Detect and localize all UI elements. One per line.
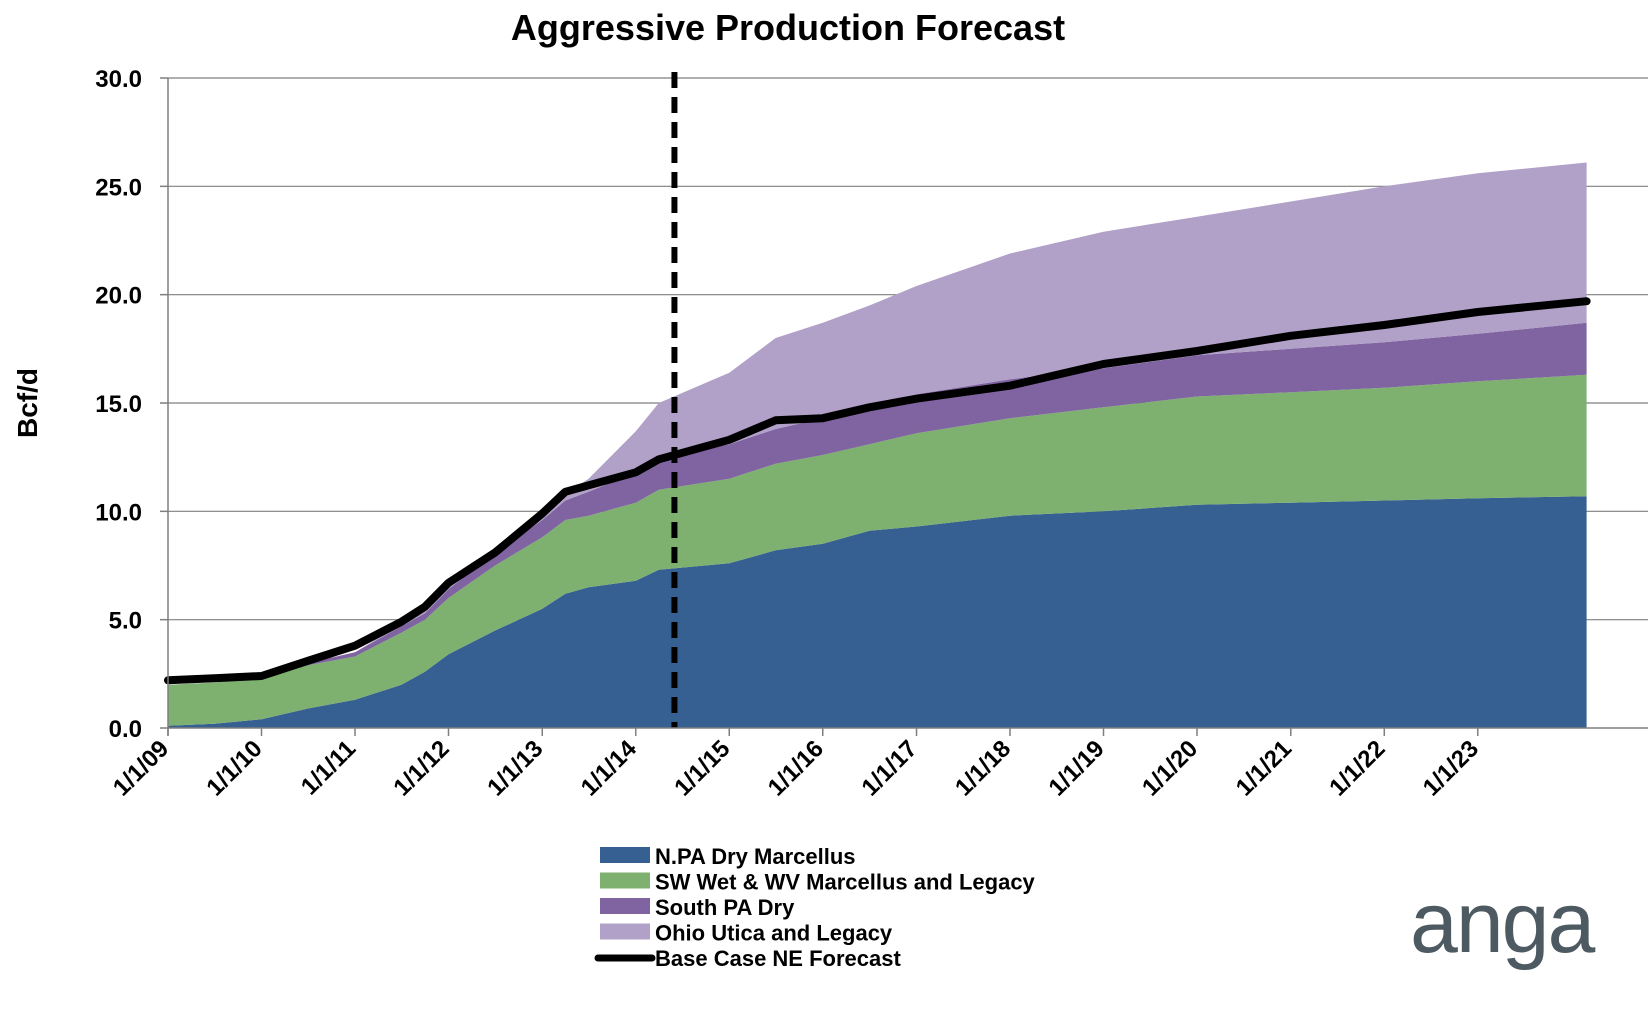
x-tick-labels: 1/1/09 1/1/10 1/1/11 1/1/12 1/1/13 1/1/14 1/1/… bbox=[108, 735, 1484, 802]
legend-swatch-3 bbox=[600, 923, 650, 940]
y-tick-label-4: 20.0 bbox=[95, 283, 142, 310]
legend-swatch-1 bbox=[600, 872, 650, 889]
y-tick-label-2: 10.0 bbox=[95, 499, 142, 526]
y-tick-label-3: 15.0 bbox=[95, 391, 142, 418]
x-tick-label-11: 1/1/20 bbox=[1137, 735, 1203, 801]
x-tick-label-10: 1/1/19 bbox=[1043, 735, 1109, 801]
x-tick-label-3: 1/1/12 bbox=[388, 735, 454, 801]
x-tick-label-8: 1/1/17 bbox=[856, 735, 922, 801]
area-series-3 bbox=[168, 162, 1587, 685]
logo-text: anga bbox=[1410, 875, 1595, 971]
x-tick-label-9: 1/1/18 bbox=[950, 735, 1016, 801]
x-tick-label-0: 1/1/09 bbox=[108, 735, 174, 801]
legend-label-0: N.PA Dry Marcellus bbox=[655, 844, 856, 869]
area-series-0 bbox=[168, 496, 1587, 728]
area-series-1 bbox=[168, 374, 1587, 726]
y-tick-label-0: 0.0 bbox=[109, 716, 142, 743]
forecast-line-layer bbox=[164, 297, 1591, 685]
x-tick-label-7: 1/1/16 bbox=[763, 735, 829, 801]
chart-title: Aggressive Production Forecast bbox=[511, 7, 1065, 48]
legend-label-4: Base Case NE Forecast bbox=[655, 946, 901, 971]
line-series-base-case bbox=[164, 297, 1591, 685]
legend-label-3: Ohio Utica and Legacy bbox=[655, 921, 893, 946]
area-series-2 bbox=[168, 322, 1587, 685]
legend-label-1: SW Wet & WV Marcellus and Legacy bbox=[655, 870, 1036, 895]
legend-swatch-2 bbox=[600, 898, 650, 914]
y-tick-labels: 0.0 5.0 10.0 15.0 20.0 25.0 30.0 bbox=[95, 66, 142, 743]
legend-swatch-0 bbox=[600, 847, 650, 863]
x-tick-label-5: 1/1/14 bbox=[576, 735, 643, 802]
x-tick-label-14: 1/1/23 bbox=[1418, 735, 1484, 801]
x-tick-label-13: 1/1/22 bbox=[1324, 735, 1390, 801]
axes bbox=[160, 77, 1648, 736]
y-tick-label-6: 30.0 bbox=[95, 66, 142, 93]
x-tick-label-4: 1/1/13 bbox=[482, 735, 548, 801]
stacked-areas bbox=[168, 162, 1587, 728]
x-tick-label-1: 1/1/10 bbox=[201, 735, 267, 801]
x-tick-label-2: 1/1/11 bbox=[296, 735, 361, 800]
legend-label-2: South PA Dry bbox=[655, 895, 795, 920]
y-tick-label-5: 25.0 bbox=[95, 174, 142, 201]
y-tick-label-1: 5.0 bbox=[109, 608, 142, 635]
x-tick-label-6: 1/1/15 bbox=[669, 735, 735, 801]
x-tick-label-12: 1/1/21 bbox=[1231, 735, 1297, 801]
y-axis-label: Bcf/d bbox=[12, 368, 43, 438]
